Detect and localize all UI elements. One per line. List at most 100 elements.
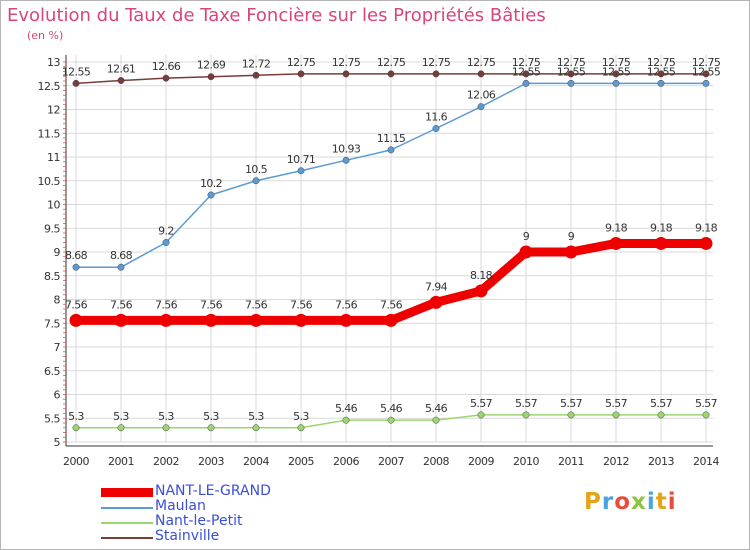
data-point [207, 424, 215, 432]
y-unit-label: (en %) [27, 29, 64, 42]
data-label: 5.57 [515, 397, 538, 410]
data-label: 5.46 [425, 402, 448, 415]
data-label: 12.55 [647, 65, 676, 78]
data-label: 12.75 [512, 56, 541, 69]
data-point [72, 79, 80, 87]
data-point [342, 156, 350, 164]
data-point [657, 411, 665, 419]
data-label: 10.71 [287, 153, 316, 166]
data-label: 10.2 [200, 177, 222, 190]
data-point [477, 103, 485, 111]
data-point [612, 411, 620, 419]
data-point [654, 236, 668, 250]
data-label: 9.18 [650, 221, 673, 234]
x-tick-label: 2014 [693, 455, 719, 468]
legend-swatch [101, 488, 153, 497]
data-label: 5.46 [380, 402, 403, 415]
data-point [477, 411, 485, 419]
x-tick-label: 2001 [108, 455, 134, 468]
data-label: 5.3 [113, 410, 129, 423]
data-point [387, 416, 395, 424]
data-label: 12.75 [602, 56, 631, 69]
data-point [252, 177, 260, 185]
y-tick-label: 13 [47, 56, 60, 69]
data-point [159, 313, 173, 327]
legend-label: Maulan [155, 498, 206, 514]
x-tick-label: 2006 [333, 455, 359, 468]
data-point [657, 79, 665, 87]
data-point [612, 79, 620, 87]
logo-letter: P [584, 489, 602, 515]
chart-title: Evolution du Taux de Taxe Foncière sur l… [7, 5, 546, 26]
x-tick-label: 2011 [558, 455, 584, 468]
data-label: 8.68 [110, 249, 133, 262]
data-point [522, 411, 530, 419]
y-tick-label: 10.5 [38, 175, 61, 188]
x-tick-label: 2004 [243, 455, 269, 468]
data-point [612, 70, 620, 78]
y-tick-label: 5.5 [44, 412, 60, 425]
data-label: 5.3 [203, 410, 219, 423]
data-point [609, 236, 623, 250]
x-tick-label: 2003 [198, 455, 224, 468]
data-label: 9 [568, 230, 575, 243]
y-tick-label: 7 [54, 341, 61, 354]
data-label: 8.68 [65, 249, 88, 262]
data-point [342, 70, 350, 78]
data-label: 12.06 [467, 89, 496, 102]
logo-letter: t [655, 489, 668, 515]
y-tick-label: 10 [47, 199, 60, 212]
y-tick-label: 8 [54, 294, 61, 307]
data-label: 9.18 [605, 221, 628, 234]
legend-label: Stainville [155, 528, 220, 544]
data-label: 12.75 [647, 56, 676, 69]
data-label: 5.46 [335, 402, 358, 415]
data-point [522, 70, 530, 78]
legend-swatch [101, 507, 153, 509]
data-label: 5.3 [293, 410, 309, 423]
data-label: 7.56 [245, 298, 268, 311]
data-label: 7.56 [155, 298, 178, 311]
y-tick-label: 8.5 [44, 270, 60, 283]
proxiti-logo: Proxiti [584, 489, 677, 515]
legend-label: Nant-le-Petit [155, 513, 243, 529]
x-tick-label: 2000 [63, 455, 89, 468]
data-label: 12.55 [557, 65, 586, 78]
data-label: 12.75 [557, 56, 586, 69]
y-tick-label: 12.5 [38, 80, 61, 93]
data-point [162, 239, 170, 246]
data-label: 12.66 [152, 60, 181, 73]
logo-letter: r [601, 489, 615, 515]
data-label: 10.93 [332, 142, 361, 155]
data-label: 12.55 [692, 65, 721, 78]
legend-swatch [101, 537, 153, 539]
y-tick-label: 12 [47, 104, 60, 117]
data-point [69, 313, 83, 327]
data-point [567, 79, 575, 87]
data-label: 5.3 [158, 410, 174, 423]
data-point [567, 70, 575, 78]
x-tick-label: 2007 [378, 455, 404, 468]
data-point [387, 70, 395, 78]
data-point [432, 70, 440, 78]
x-tick-label: 2013 [648, 455, 674, 468]
data-label: 7.94 [425, 280, 448, 293]
y-tick-label: 9.5 [44, 222, 60, 235]
data-label: 12.75 [377, 56, 406, 69]
data-label: 11.15 [377, 132, 406, 145]
data-point [387, 146, 395, 154]
data-label: 7.56 [110, 298, 133, 311]
data-point [162, 424, 170, 432]
data-label: 12.61 [107, 63, 136, 76]
data-point [117, 263, 125, 271]
data-label: 12.55 [512, 65, 541, 78]
data-point [207, 73, 215, 81]
data-label: 12.55 [62, 65, 91, 78]
logo-letter: i [646, 489, 656, 515]
y-tick-label: 11.5 [38, 127, 61, 140]
data-point [117, 77, 125, 84]
data-point [339, 313, 353, 327]
legend-swatch [101, 522, 153, 524]
